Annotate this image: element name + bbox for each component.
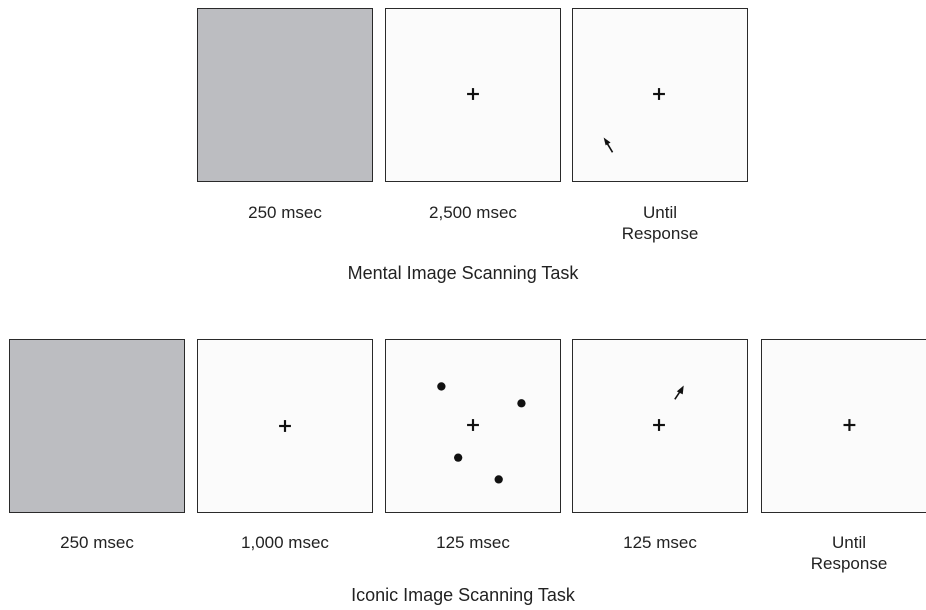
mental-task-title: Mental Image Scanning Task [347, 263, 579, 283]
dot-icon [517, 399, 526, 408]
iconic-frame-3-drawing [437, 382, 526, 484]
mental-frame-2-fixation [385, 8, 561, 182]
mental-frame-1-duration: 250 msec [248, 203, 322, 222]
dot-icon [454, 453, 463, 462]
iconic-frame-2-drawing [279, 420, 291, 432]
fixation-cross-icon [467, 419, 479, 431]
iconic-frame-5-duration: Until Response [810, 533, 888, 573]
dot-icon [437, 382, 446, 391]
iconic-frame-3-duration: 125 msec [436, 533, 510, 552]
iconic-frame-1-gray-mask [9, 339, 185, 513]
iconic-frame-2-fixation [197, 339, 373, 513]
fixation-cross-icon [279, 420, 291, 432]
iconic-frame-2-duration: 1,000 msec [241, 533, 329, 552]
iconic-task-title: Iconic Image Scanning Task [351, 585, 575, 605]
iconic-frame-5-drawing [843, 419, 856, 431]
fixation-cross-icon [653, 419, 665, 431]
dot-icon [494, 475, 503, 484]
arrow-icon [603, 137, 614, 153]
fixation-cross-icon [653, 88, 665, 100]
iconic-frame-3-dots [385, 339, 561, 513]
mental-frame-3-drawing [603, 88, 665, 153]
mental-frame-2-duration: 2,500 msec [429, 203, 517, 222]
iconic-frame-5-fixation [761, 339, 926, 513]
mental-frame-1-gray-mask [197, 8, 373, 182]
iconic-frame-4-drawing [653, 385, 684, 431]
fixation-cross-icon [843, 419, 856, 431]
arrow-icon [674, 385, 684, 400]
mental-frame-2-drawing [467, 88, 479, 100]
iconic-frame-4-arrow [572, 339, 748, 513]
mental-frame-3-response [572, 8, 748, 182]
mental-frame-3-duration: Until Response [621, 203, 699, 243]
iconic-frame-1-duration: 250 msec [60, 533, 134, 552]
fixation-cross-icon [467, 88, 479, 100]
iconic-frame-4-duration: 125 msec [623, 533, 697, 552]
